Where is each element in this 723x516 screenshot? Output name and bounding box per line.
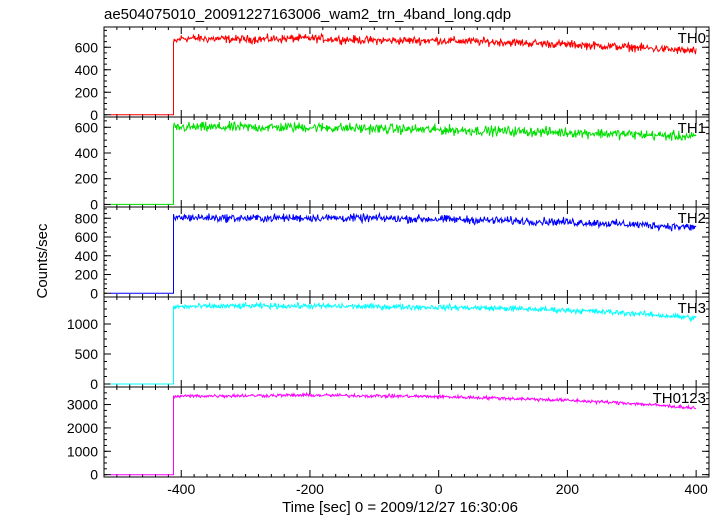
y-tick-label: 400	[75, 248, 99, 264]
y-tick-label: 0	[90, 376, 98, 392]
series-label: TH2	[678, 210, 706, 227]
series-line-th2	[110, 211, 697, 294]
y-tick-label: 600	[75, 229, 99, 245]
series-label: TH3	[678, 300, 706, 317]
panel-frame	[103, 296, 710, 388]
y-tick-label: 500	[75, 346, 99, 362]
y-tick-label: 3000	[67, 397, 98, 413]
panel-frame	[103, 206, 710, 298]
panel-th2: 0 200 400 600 800 TH2	[75, 206, 710, 301]
y-tick-label: 400	[75, 62, 99, 78]
x-tick-label: -400	[167, 481, 195, 497]
panel-th0123: 0 1000 2000 3000 TH0123	[67, 386, 710, 483]
panel-frame	[103, 386, 710, 478]
y-tick-label: 0	[90, 285, 98, 301]
y-tick-label: 200	[75, 267, 99, 283]
series-line-th0123	[110, 391, 697, 476]
x-tick-label: 200	[556, 481, 580, 497]
x-tick-label: 400	[684, 481, 708, 497]
x-axis-label: Time [sec] 0 = 2009/12/27 16:30:06	[282, 499, 518, 516]
panels: 0 200 400 600 TH0 0 200 400 600 TH1 0 200 400 600 800 T…	[67, 26, 710, 497]
panel-th3: 0 500 1000 TH3	[67, 296, 710, 392]
y-tick-label: 0	[90, 107, 98, 123]
x-tick-label: 0	[435, 481, 443, 497]
y-tick-label: 200	[75, 171, 99, 187]
series-label: TH0123	[653, 390, 706, 407]
series-label: TH1	[678, 120, 706, 137]
chart-title: ae504075010_20091227163006_wam2_trn_4ban…	[104, 6, 511, 23]
y-tick-label: 1000	[67, 316, 98, 332]
panel-th1: 0 200 400 600 TH1	[75, 116, 710, 212]
y-tick-label: 600	[75, 39, 99, 55]
y-tick-label: 2000	[67, 420, 98, 436]
y-tick-label: 800	[75, 210, 99, 226]
y-tick-label: 1000	[67, 443, 98, 459]
y-tick-label: 0	[90, 467, 98, 483]
series-line-th3	[110, 301, 697, 385]
x-tick-label: -200	[296, 481, 324, 497]
y-axis-label: Counts/sec	[34, 223, 51, 299]
series-line-th1	[110, 121, 697, 205]
y-tick-label: 200	[75, 84, 99, 100]
series-line-th0	[110, 32, 697, 116]
series-label: TH0	[678, 30, 706, 47]
y-tick-label: 0	[90, 196, 98, 212]
y-tick-label: 600	[75, 119, 99, 135]
y-tick-label: 400	[75, 145, 99, 161]
panel-th0: 0 200 400 600 TH0	[75, 26, 710, 123]
